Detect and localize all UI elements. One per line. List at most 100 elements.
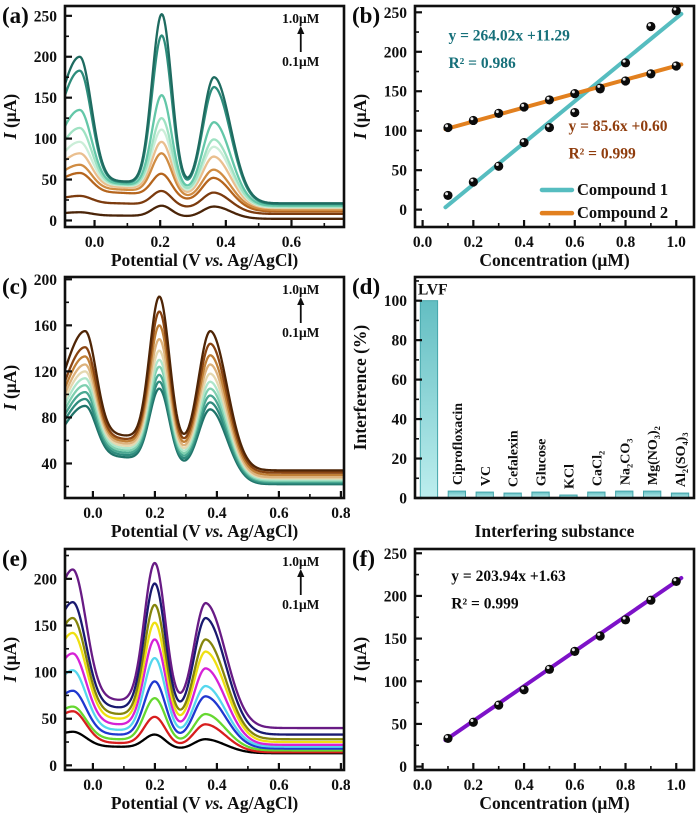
- panel-f: 0.0 0.2 0.4 0.6 0.8 1.0 0 50 100 150 200 250 Concent…: [350, 543, 700, 814]
- panel-c-chart: 0.0 0.2 0.4 0.6 0.8 40 80 120 160 200 Potential (V…: [0, 272, 350, 541]
- x-tick-label: 0.4: [216, 234, 236, 251]
- voltammogram-curve: [66, 204, 343, 220]
- annotation-top-label: 1.0μM: [282, 282, 320, 297]
- data-point: [646, 595, 656, 605]
- x-tick-label: 0.0: [83, 505, 103, 522]
- y-axis-label: Interference (%): [350, 325, 370, 451]
- x-tick-label: 0.4: [514, 234, 534, 251]
- y-tick-label: 150: [384, 631, 408, 648]
- y-tick-label: 0: [49, 213, 57, 230]
- plot-area: [443, 576, 684, 744]
- data-point: [494, 161, 504, 171]
- x-tick-label: 0.2: [464, 234, 484, 251]
- y-tick-label: 20: [392, 451, 408, 468]
- plot-area: [443, 7, 684, 210]
- data-point-highlight: [597, 632, 601, 636]
- y-tick-label: 200: [34, 571, 58, 588]
- data-point: [620, 615, 631, 625]
- data-point: [519, 102, 529, 112]
- data-point-highlight: [647, 70, 651, 74]
- x-tick-label: 0.2: [464, 777, 484, 794]
- x-axis-label: Potential (V vs. Ag/AgCl): [111, 521, 298, 541]
- data-point-highlight: [647, 596, 651, 600]
- data-point-highlight: [571, 648, 575, 652]
- bar: [587, 491, 606, 497]
- voltammogram-curve: [66, 387, 343, 486]
- voltammogram-curve: [66, 365, 343, 482]
- panel-c-letter: (c): [2, 274, 28, 299]
- bar: [670, 492, 690, 497]
- bar-label: LVF: [418, 282, 448, 299]
- legend-label: Compound 1: [577, 180, 668, 199]
- y-tick-label: 100: [384, 674, 408, 691]
- annotation-bottom-label: 0.1μM: [282, 325, 320, 340]
- data-point-highlight: [521, 686, 525, 690]
- data-point-highlight: [521, 139, 525, 143]
- x-tick-label: 0.2: [145, 777, 165, 794]
- x-tick-label: 0.2: [151, 234, 171, 251]
- y-axis-label: I (μA): [0, 365, 20, 412]
- panel-e-letter: (e): [2, 546, 28, 571]
- voltammogram-curve: [66, 295, 343, 472]
- data-point: [595, 631, 605, 641]
- panel-e-chart: 0.0 0.2 0.4 0.6 0.8 0 50 100 150 200 Potential (V …: [0, 547, 350, 813]
- data-point-highlight: [597, 84, 601, 88]
- data-point: [468, 177, 478, 187]
- panel-a-letter: (a): [2, 3, 29, 28]
- data-point-highlight: [445, 124, 449, 128]
- data-point: [544, 122, 555, 133]
- y-tick-label: 100: [384, 293, 408, 310]
- up-arrow-head-icon: [297, 26, 305, 34]
- y-tick-label: 80: [392, 333, 408, 350]
- data-point: [443, 122, 453, 133]
- y-axis-label: I (μA): [350, 94, 370, 141]
- data-point-highlight: [445, 192, 449, 196]
- x-tick-label: 1.0: [667, 777, 687, 794]
- bar: [531, 491, 550, 497]
- voltammogram-curve: [66, 324, 343, 477]
- data-point-highlight: [495, 110, 499, 114]
- data-point: [671, 61, 681, 71]
- data-point: [544, 95, 555, 105]
- plot-area: [66, 13, 343, 220]
- y-tick-label: 80: [42, 410, 58, 427]
- bar: [475, 491, 494, 497]
- x-tick-label: 0.6: [269, 505, 289, 522]
- panel-c: 0.0 0.2 0.4 0.6 0.8 40 80 120 160 200 Potential (V…: [0, 271, 350, 542]
- y-tick-label: 250: [34, 8, 58, 25]
- voltammogram-curve: [66, 171, 343, 213]
- y-tick-label: 40: [42, 456, 58, 473]
- data-point-highlight: [546, 666, 550, 670]
- bar-label: Cefalexin: [507, 430, 522, 487]
- plot-frame: [63, 275, 346, 500]
- voltammogram-curve: [66, 561, 343, 730]
- data-point-highlight: [622, 616, 626, 620]
- panel-a-chart: 0.0 0.2 0.4 0.6 0 50 100 150 200 250 Potential (V …: [0, 4, 346, 270]
- x-tick-label: 0.8: [616, 777, 636, 794]
- data-point: [671, 7, 681, 16]
- panel-b-chart: 0.0 0.2 0.4 0.6 0.8 1.0 0 50 100 150 200 250 Concent…: [350, 4, 696, 270]
- voltammogram-curve: [66, 621, 343, 744]
- y-tick-label: 120: [34, 364, 58, 381]
- bar-label: Al₂(SO₄)₃: [674, 432, 689, 487]
- plot-area: [66, 295, 343, 486]
- x-tick-label: 0.8: [331, 505, 350, 522]
- data-point: [620, 76, 631, 86]
- data-point: [646, 69, 656, 79]
- panel-d-chart: 0 20 40 60 80 100 Interfering substance Interfe…: [350, 275, 696, 541]
- data-point-highlight: [546, 96, 550, 100]
- data-point: [544, 664, 555, 674]
- data-point: [519, 685, 529, 695]
- y-tick-label: 200: [384, 588, 408, 605]
- x-axis-label: Interfering substance: [475, 521, 635, 541]
- y-axis-label: I (μA): [350, 637, 370, 684]
- data-point: [570, 107, 580, 118]
- fit-line: [443, 576, 684, 743]
- x-tick-label: 0.6: [269, 777, 289, 794]
- x-axis-label: Concentration (μM): [479, 793, 630, 813]
- data-point: [620, 58, 631, 68]
- bar: [503, 492, 522, 497]
- bar-label: VC: [479, 466, 494, 486]
- bar-label: Mg(NO₃)₂: [646, 426, 661, 485]
